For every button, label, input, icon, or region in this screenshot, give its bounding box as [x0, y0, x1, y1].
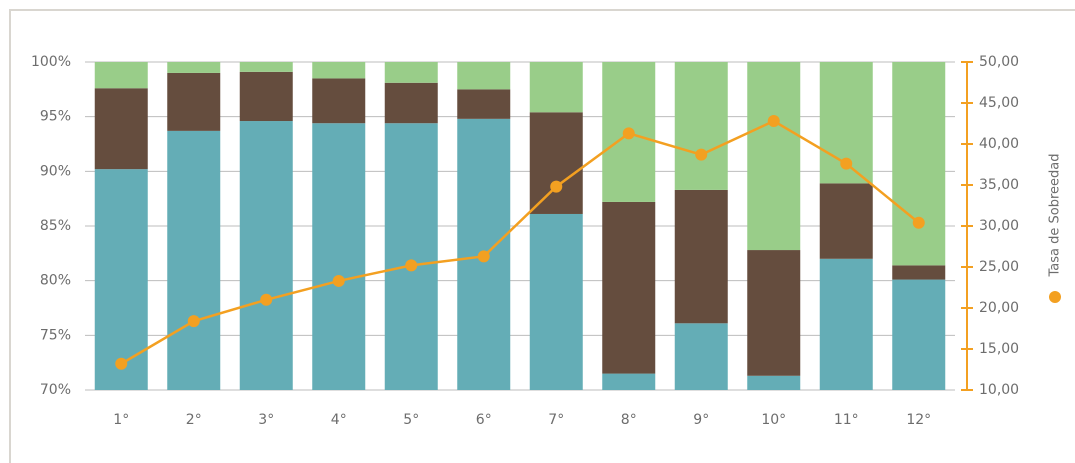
line-point — [187, 315, 200, 328]
y2-tick-label: 15,00 — [979, 341, 1019, 357]
bar-segment — [312, 123, 366, 390]
line-point — [332, 274, 345, 287]
bar-segment — [747, 375, 801, 390]
bar-segment — [747, 62, 801, 251]
line-point — [550, 180, 563, 193]
line-point — [115, 357, 128, 370]
x-tick-label: 7° — [548, 412, 564, 428]
y-tick-label: 80% — [40, 273, 71, 289]
bar-segment — [167, 72, 221, 131]
legend-marker — [1049, 291, 1061, 303]
y-tick-label: 85% — [40, 218, 71, 234]
bar-segment — [892, 279, 946, 390]
x-tick-label: 4° — [331, 412, 347, 428]
bar-segment — [167, 130, 221, 390]
bar-segment — [94, 88, 148, 170]
y2-tick-label: 45,00 — [979, 95, 1019, 111]
y-tick-label: 90% — [40, 163, 71, 179]
x-tick-label: 5° — [403, 412, 419, 428]
x-tick-label: 8° — [621, 412, 637, 428]
y2-tick-label: 10,00 — [979, 382, 1019, 398]
legend-label: Tasa de Sobreedad — [1048, 154, 1063, 278]
bar-segment — [384, 123, 438, 390]
y2-tick-label: 30,00 — [979, 218, 1019, 234]
bar-segment — [529, 62, 583, 113]
bar-segment — [529, 213, 583, 390]
bar-segment — [239, 121, 293, 390]
y2-tick-label: 20,00 — [979, 300, 1019, 316]
bar-segment — [384, 82, 438, 124]
bar-segment — [747, 250, 801, 376]
y-tick-label: 100% — [31, 54, 71, 70]
bar-segment — [239, 71, 293, 122]
y-tick-label: 95% — [40, 109, 71, 125]
bar-segment — [312, 78, 366, 124]
bar-segment — [892, 62, 946, 266]
x-tick-label: 9° — [693, 412, 709, 428]
bar-segment — [94, 169, 148, 390]
x-tick-label: 1° — [113, 412, 129, 428]
bar-segment — [529, 112, 583, 214]
line-point — [477, 250, 490, 263]
line-point — [695, 148, 708, 161]
bar-segment — [819, 258, 873, 390]
frame — [9, 9, 1075, 463]
bar-segment — [94, 62, 148, 89]
bar-segment — [892, 265, 946, 280]
y2-tick-label: 50,00 — [979, 54, 1019, 70]
bar-segment — [457, 89, 511, 119]
line-point — [767, 115, 780, 128]
bar-segment — [674, 323, 728, 390]
y2-tick-label: 40,00 — [979, 136, 1019, 152]
line-point — [260, 293, 273, 306]
x-tick-label: 6° — [476, 412, 492, 428]
y2-tick-label: 25,00 — [979, 259, 1019, 275]
bar-segment — [384, 62, 438, 83]
bar-segment — [312, 62, 366, 79]
bar-segment — [819, 183, 873, 259]
x-tick-label: 3° — [258, 412, 274, 428]
bar-segment — [602, 201, 656, 374]
y2-tick-label: 35,00 — [979, 177, 1019, 193]
line-point — [622, 127, 635, 140]
bar-segment — [674, 62, 728, 190]
x-tick-label: 12° — [906, 412, 931, 428]
y-tick-label: 75% — [40, 327, 71, 343]
x-tick-label: 11° — [834, 412, 859, 428]
bar-segment — [602, 373, 656, 390]
y-tick-label: 70% — [40, 382, 71, 398]
x-tick-label: 10° — [761, 412, 786, 428]
bar-segment — [167, 62, 221, 73]
line-point — [405, 259, 418, 272]
bar-segment — [674, 189, 728, 324]
bar-segment — [457, 62, 511, 90]
bar-segment — [239, 62, 293, 72]
line-point — [840, 157, 853, 170]
line — [120, 119, 920, 365]
line-point — [912, 216, 925, 229]
x-tick-label: 2° — [186, 412, 202, 428]
